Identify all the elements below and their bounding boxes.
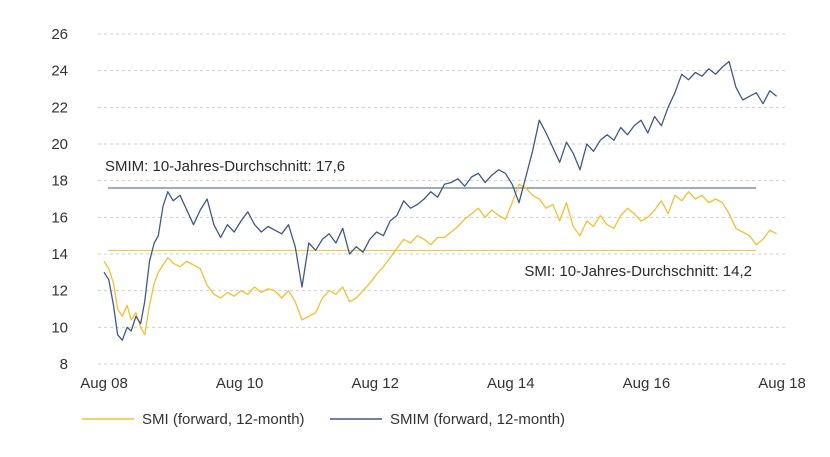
x-tick-label: Aug 12 — [351, 375, 399, 392]
legend-label-smi: SMI (forward, 12-month) — [142, 411, 305, 428]
y-tick-label: 24 — [51, 63, 68, 80]
smim-average-label: SMIM: 10-Jahres-Durchschnitt: 17,6 — [105, 158, 345, 175]
y-tick-label: 10 — [51, 319, 68, 336]
y-tick-label: 26 — [51, 26, 68, 43]
legend: SMI (forward, 12-month) SMIM (forward, 1… — [82, 411, 565, 428]
series-lines — [103, 60, 778, 341]
smi-series-line — [103, 183, 777, 336]
smi-average-label: SMI: 10-Jahres-Durchschnitt: 14,2 — [524, 263, 752, 280]
y-tick-label: 14 — [51, 246, 68, 263]
y-tick-label: 8 — [60, 356, 68, 373]
x-tick-label: Aug 16 — [623, 375, 671, 392]
x-tick-label: Aug 14 — [487, 375, 535, 392]
x-tick-label: Aug 18 — [758, 375, 806, 392]
smim-series-line — [103, 60, 778, 341]
y-tick-label: 20 — [51, 136, 68, 153]
x-tick-label: Aug 10 — [216, 375, 264, 392]
x-tick-label: Aug 08 — [80, 375, 128, 392]
reference-lines — [108, 187, 756, 251]
y-tick-label: 16 — [51, 209, 68, 226]
y-tick-label: 12 — [51, 283, 68, 300]
y-tick-label: 18 — [51, 173, 68, 190]
grid — [98, 33, 786, 365]
y-axis-ticks: 8 10 12 14 16 18 20 22 24 26 — [51, 26, 68, 373]
legend-label-smim: SMIM (forward, 12-month) — [390, 411, 565, 428]
x-axis-ticks: Aug 08 Aug 10 Aug 12 Aug 14 Aug 16 Aug 18 — [80, 375, 806, 392]
y-tick-label: 22 — [51, 99, 68, 116]
